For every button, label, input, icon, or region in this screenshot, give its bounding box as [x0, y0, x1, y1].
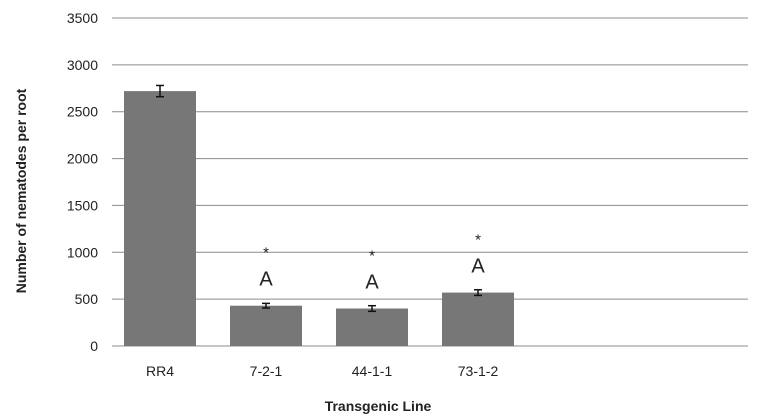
group-letter: A [471, 256, 485, 278]
y-tick-label: 3500 [67, 10, 98, 26]
y-tick-label: 2000 [67, 151, 98, 167]
error-bars [156, 84, 482, 313]
significance-star: * [369, 248, 375, 265]
bar [442, 292, 514, 346]
significance-star: * [475, 232, 481, 249]
bar [336, 308, 408, 346]
x-axis-label: Transgenic Line [325, 398, 432, 414]
significance-star: * [263, 245, 269, 262]
bar [230, 305, 302, 346]
y-tick-label: 500 [75, 291, 99, 307]
bar [124, 91, 196, 347]
significance-annotations: A * A * A * [259, 232, 485, 294]
y-tick-label: 1500 [67, 197, 98, 213]
gridlines [112, 17, 748, 347]
x-tick-label: 7-2-1 [250, 363, 283, 379]
x-tick-label: 73-1-2 [458, 363, 499, 379]
group-letter: A [365, 272, 379, 294]
group-letter: A [259, 269, 273, 291]
x-tick-label: RR4 [146, 363, 174, 379]
y-tick-label: 2500 [67, 104, 98, 120]
y-tick-label: 0 [90, 338, 98, 354]
y-tick-label: 3000 [67, 57, 98, 73]
y-axis-label: Number of nematodes per root [13, 88, 29, 293]
bars [124, 91, 514, 347]
x-tick-labels: RR4 7-2-1 44-1-1 73-1-2 [146, 363, 498, 379]
y-tick-labels: 0 500 1000 1500 2000 2500 3000 3500 [67, 10, 98, 354]
x-tick-label: 44-1-1 [352, 363, 393, 379]
y-tick-label: 1000 [67, 244, 98, 260]
